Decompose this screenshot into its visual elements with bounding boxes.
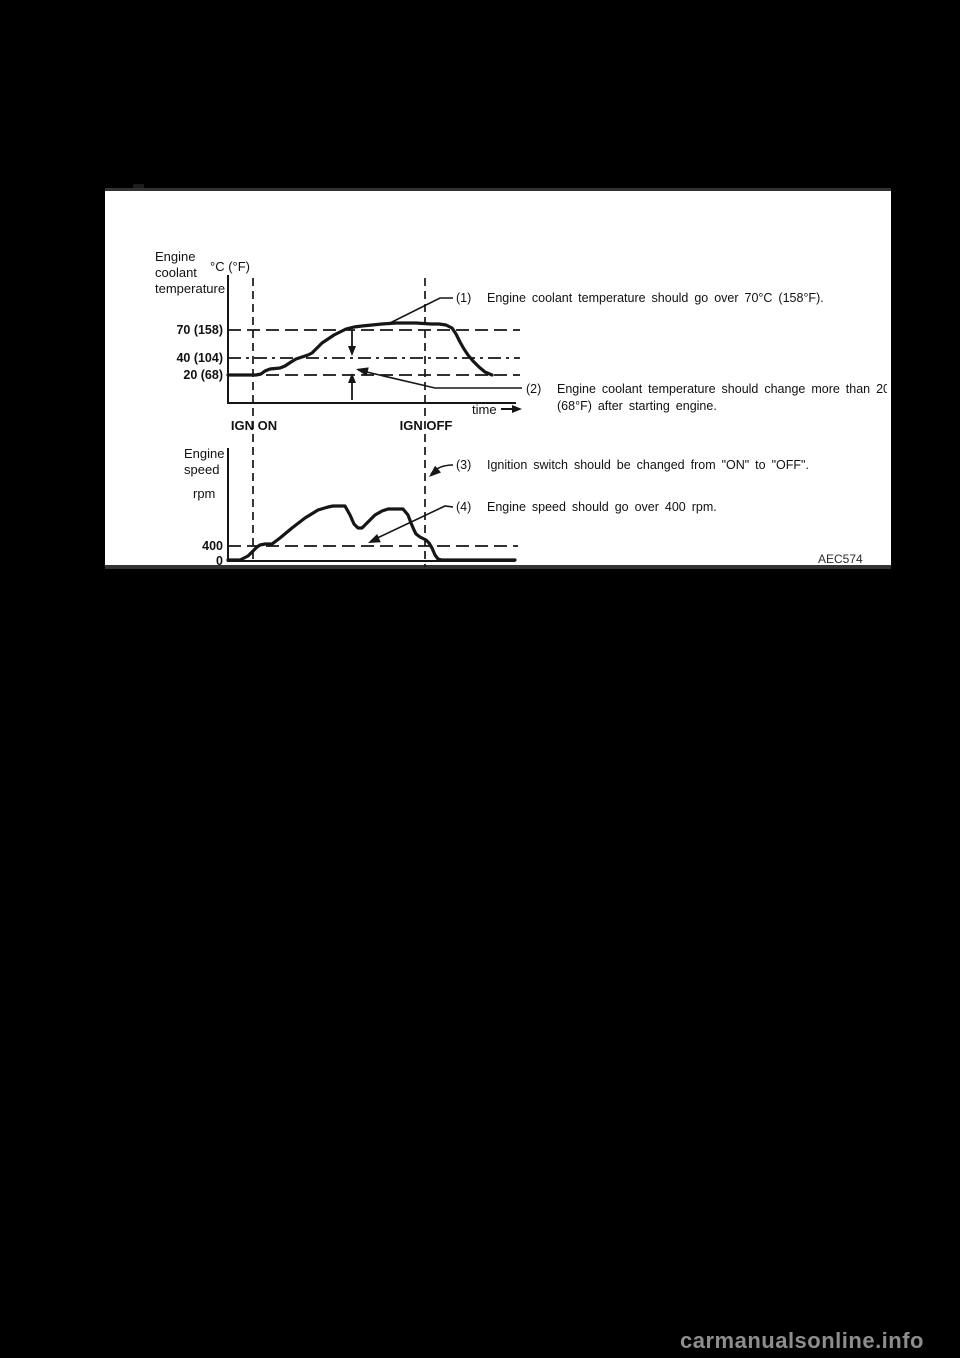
leader-4-arrowhead [368,534,381,543]
coolant-axis-title-line3: temperature [155,281,225,296]
annotation-4-text: Engine speed should go over 400 rpm. [487,500,717,514]
annotation-2-num: (2) [526,382,541,396]
tick-70: 70 (158) [176,323,223,337]
coolant-axes [227,275,516,404]
speed-axis-title-line1: Engine [184,446,224,461]
coolant-axis-title-line2: coolant [155,265,197,280]
engine-speed-curve [226,504,517,562]
annotation-2-text-line2: (68°F) after starting engine. [557,399,717,413]
annotation-1-text: Engine coolant temperature should go ove… [487,291,824,305]
leader-line-2 [357,369,522,389]
delta-arrow-down-head [348,346,356,356]
time-arrow-icon [512,405,522,413]
coolant-temp-curve [226,321,494,377]
annotation-1-num: (1) [456,291,471,305]
figure-code: AEC574 [818,552,863,566]
engine-diagnostic-diagram: Engine coolant temperature °C (°F) 70 (1… [155,249,887,568]
ign-off-label: IGN OFF [400,418,453,433]
annotation-4-num: (4) [456,500,471,514]
leader-3-arrowhead [429,465,442,477]
coolant-axis-title-line1: Engine [155,249,195,264]
annotation-2-text-line1: Engine coolant temperature should change… [557,382,887,396]
annotation-3-num: (3) [456,458,471,472]
tick-40: 40 (104) [176,351,223,365]
tick-20: 20 (68) [183,368,223,382]
tick-0: 0 [216,554,223,568]
leader-line-1 [389,297,453,324]
ign-on-label: IGN ON [231,418,277,433]
delta-arrow-up-head [348,373,356,383]
annotation-3-text: Ignition switch should be changed from "… [487,458,809,472]
leader-line-4 [370,505,454,542]
speed-axis-title-line2: speed [184,462,219,477]
figure-panel: Engine coolant temperature °C (°F) 70 (1… [105,188,891,569]
scan-artifact-mark [133,184,144,189]
coolant-unit-label: °C (°F) [210,259,250,274]
tick-400: 400 [202,539,223,553]
watermark: carmanualsonline.info [680,1328,924,1353]
time-label: time [472,402,497,417]
speed-unit-label: rpm [193,486,215,501]
leader-2-arrowhead [356,367,369,377]
